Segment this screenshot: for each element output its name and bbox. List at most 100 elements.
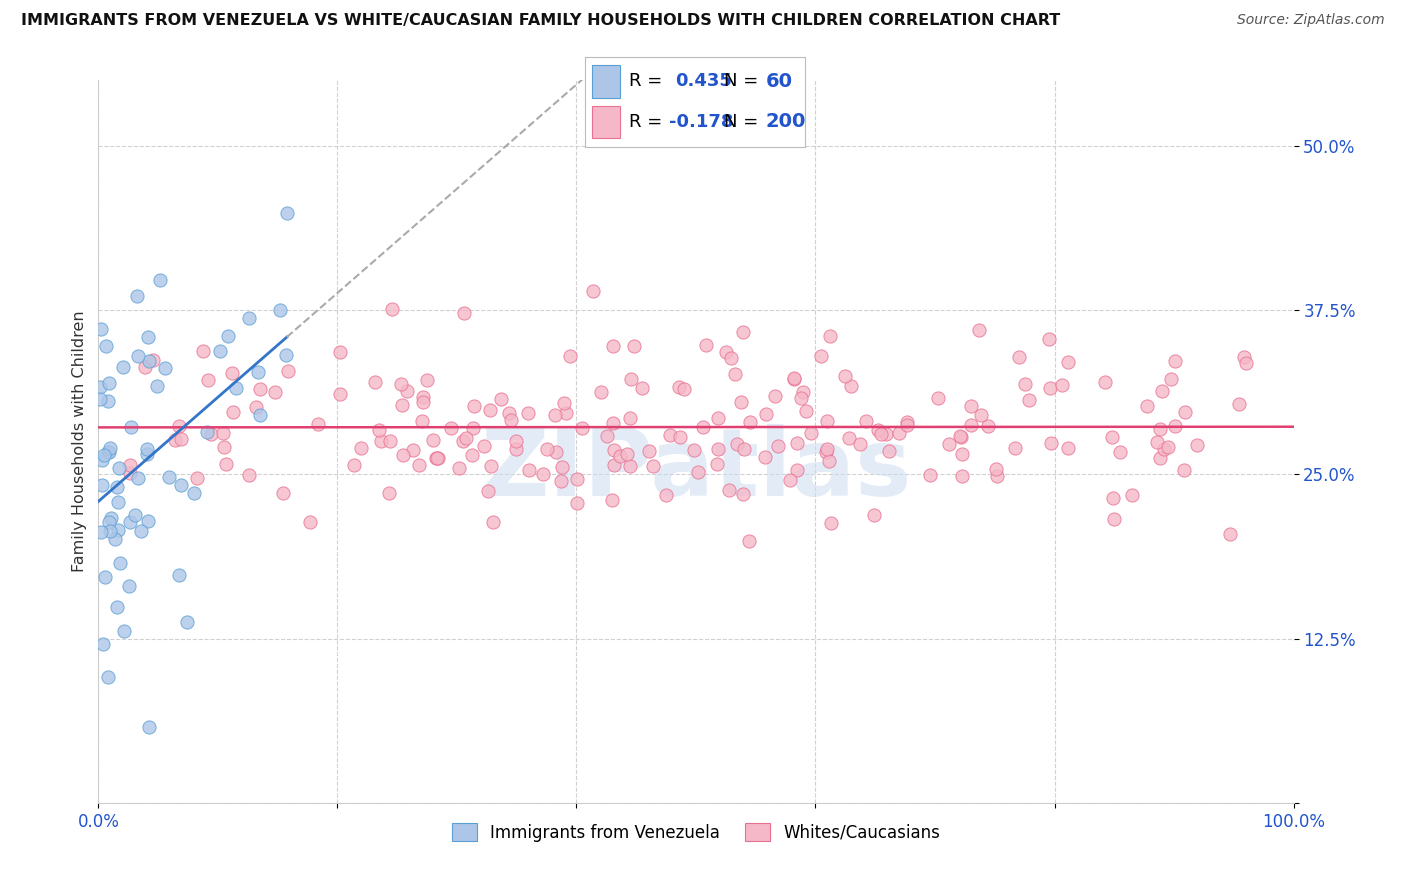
Point bbox=[619, 411, 641, 425]
Point bbox=[277, 364, 299, 378]
Point bbox=[408, 458, 430, 473]
Point bbox=[1050, 378, 1073, 392]
Point bbox=[609, 449, 631, 463]
Point bbox=[1102, 511, 1125, 525]
Point bbox=[222, 405, 245, 419]
Point bbox=[481, 515, 503, 529]
Point bbox=[105, 480, 128, 494]
Point bbox=[976, 418, 998, 433]
Point bbox=[1173, 463, 1195, 477]
Point bbox=[170, 478, 193, 492]
Point bbox=[90, 453, 112, 467]
Point bbox=[970, 408, 993, 422]
Point bbox=[389, 376, 412, 391]
Point bbox=[100, 441, 122, 455]
Point bbox=[97, 393, 120, 408]
Point bbox=[112, 624, 135, 638]
FancyBboxPatch shape bbox=[592, 105, 620, 138]
Point bbox=[815, 445, 838, 459]
Point bbox=[669, 430, 692, 444]
Point bbox=[247, 365, 270, 379]
Point bbox=[967, 323, 990, 337]
Point bbox=[215, 457, 238, 471]
Point bbox=[98, 376, 121, 391]
Point bbox=[1232, 351, 1254, 365]
Point bbox=[565, 496, 588, 510]
Point bbox=[616, 447, 638, 461]
Point bbox=[716, 344, 738, 359]
Point bbox=[766, 439, 789, 453]
Point bbox=[815, 442, 838, 457]
Point bbox=[238, 310, 260, 325]
Point bbox=[149, 272, 172, 286]
Point bbox=[717, 483, 740, 497]
Point bbox=[1157, 440, 1180, 454]
Point bbox=[731, 326, 754, 340]
Point bbox=[1101, 491, 1123, 505]
Point bbox=[949, 428, 972, 442]
Point bbox=[1150, 384, 1173, 399]
Point bbox=[124, 508, 146, 523]
Point bbox=[1108, 445, 1130, 459]
Point bbox=[619, 459, 641, 474]
Point bbox=[960, 400, 983, 414]
Point bbox=[212, 426, 235, 441]
Point bbox=[135, 447, 157, 461]
Point bbox=[740, 415, 762, 429]
Text: N =: N = bbox=[724, 72, 763, 90]
Point bbox=[197, 373, 219, 387]
Point bbox=[440, 420, 463, 434]
Point bbox=[91, 478, 114, 492]
Point bbox=[449, 461, 471, 475]
Point bbox=[453, 306, 475, 320]
Point bbox=[600, 492, 623, 507]
Point bbox=[96, 670, 118, 684]
Point bbox=[90, 322, 112, 336]
Point bbox=[412, 390, 434, 404]
Point bbox=[127, 289, 149, 303]
Point bbox=[875, 426, 897, 441]
Point bbox=[127, 471, 149, 485]
Point bbox=[498, 406, 520, 420]
Point bbox=[550, 475, 572, 489]
Point bbox=[107, 461, 129, 475]
Point bbox=[93, 637, 115, 651]
Point bbox=[416, 373, 439, 387]
Point bbox=[505, 434, 527, 448]
Point bbox=[582, 285, 605, 299]
Point bbox=[1153, 442, 1175, 457]
Point bbox=[818, 328, 841, 343]
Point bbox=[1039, 381, 1062, 395]
Point bbox=[707, 442, 730, 456]
Point bbox=[1185, 437, 1208, 451]
Point bbox=[463, 399, 485, 413]
Point bbox=[877, 443, 900, 458]
Point bbox=[217, 329, 239, 343]
Text: 0.435: 0.435 bbox=[675, 72, 733, 90]
Point bbox=[221, 366, 243, 380]
Text: ZIPatlas: ZIPatlas bbox=[481, 425, 911, 516]
Point bbox=[271, 485, 294, 500]
Point bbox=[391, 398, 413, 412]
Point bbox=[596, 429, 619, 443]
Point bbox=[134, 360, 156, 375]
Point bbox=[176, 615, 198, 629]
Y-axis label: Family Households with Children: Family Households with Children bbox=[72, 310, 87, 573]
Point bbox=[949, 430, 972, 444]
Point bbox=[167, 567, 190, 582]
Point bbox=[89, 380, 111, 394]
Point bbox=[1160, 372, 1182, 386]
Point bbox=[1234, 356, 1257, 370]
Text: R =: R = bbox=[628, 72, 668, 90]
Point bbox=[571, 421, 593, 435]
Point bbox=[1121, 488, 1143, 502]
Point bbox=[451, 434, 474, 449]
Point bbox=[120, 420, 142, 434]
Point bbox=[870, 427, 893, 442]
Point bbox=[350, 441, 373, 455]
Point bbox=[461, 421, 484, 435]
Point bbox=[544, 445, 567, 459]
Point bbox=[269, 302, 291, 317]
Point bbox=[810, 350, 832, 364]
Point bbox=[136, 330, 159, 344]
